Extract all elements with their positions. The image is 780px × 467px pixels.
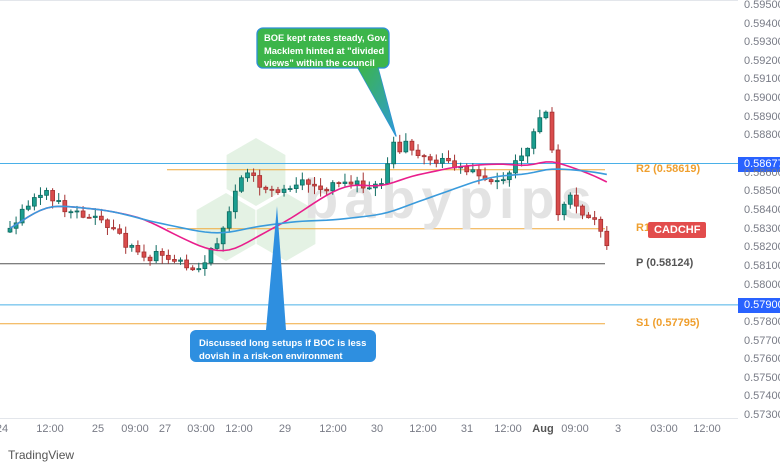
svg-text:babypips: babypips xyxy=(304,167,598,230)
